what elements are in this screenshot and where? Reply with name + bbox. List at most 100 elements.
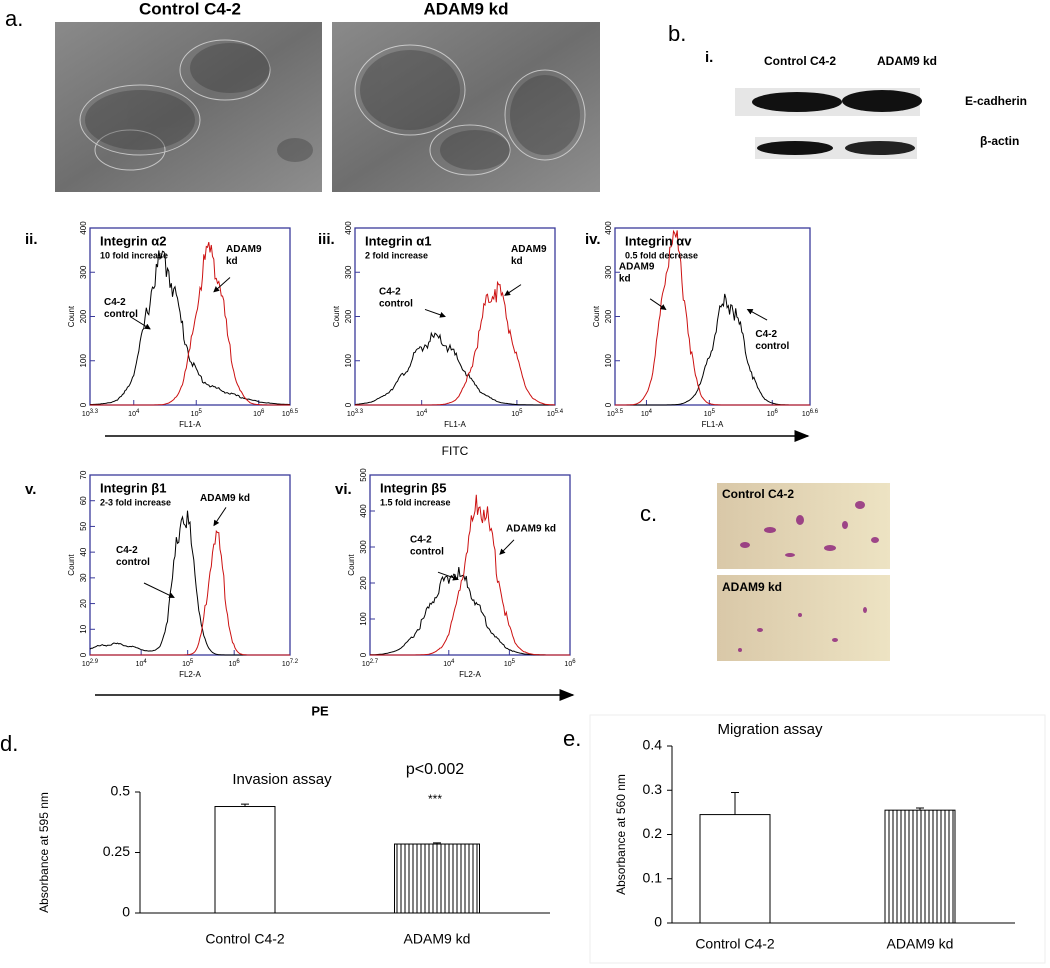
annotation: *** [428,792,442,806]
x-axis-label: FL2-A [459,670,481,679]
panel-label: b. [668,21,686,46]
y-tick-label: 100 [79,354,88,368]
plot-frame [89,474,291,656]
tick-base: 10 [136,661,144,668]
x-tick-label: 103.3 [347,409,364,418]
panel-label: vi. [335,481,352,498]
pointer-arrow [213,277,231,293]
curve-label: C4-2 [116,545,138,556]
micrograph [717,483,890,569]
cell-texture [79,39,586,176]
tick-base: 10 [82,411,90,418]
x-tick-label: 105 [182,659,194,668]
pointer-arrow [143,582,175,598]
x-tick-label: 105 [504,659,516,668]
image-title: Control C4-2 [722,487,794,501]
y-tick-label: 20 [79,599,88,608]
tick-exponent: 3.3 [90,409,99,415]
cell-clusters [85,43,580,170]
image-title: Control C4-2 [139,0,241,18]
tick-exponent: 6.5 [290,409,299,415]
x-axis-label: FL1-A [702,420,724,429]
curve-label: ADAM9 [619,262,655,273]
bar [214,806,276,914]
tick-base: 10 [443,661,451,668]
y-tick-label: 0 [654,914,662,930]
tick-base: 10 [564,661,572,668]
curve-label: ADAM9 [226,244,262,255]
pointer-arrow [504,284,522,296]
panel-subtitle: 10 fold increase [100,250,168,260]
bar [884,809,956,924]
panel-label: c. [640,501,657,526]
band-label: β-actin [980,134,1019,148]
pointer-arrow [424,308,446,318]
panel-label: ii. [25,231,38,248]
chart-title: Migration assay [717,721,823,738]
x-tick-label: 106.5 [282,409,299,418]
y-tick-label: 400 [79,221,88,235]
x-tick-label: 106 [253,409,265,418]
tick-exponent: 4 [649,409,653,415]
tick-base: 10 [802,411,810,418]
histogram-curve [90,241,290,406]
tick-exponent: 6 [236,659,240,665]
curve-label: C4-2 [410,534,432,545]
tick-base: 10 [82,661,90,668]
y-axis-label: Count [592,305,601,327]
tick-exponent: 6 [572,659,576,665]
pointer-arrow [746,308,768,321]
curve-label: ADAM9 kd [506,524,556,535]
curve-label: kd [619,274,631,285]
x-tick-label: 102.9 [82,659,99,668]
y-tick-label: 100 [359,612,368,626]
error-bar [731,791,739,815]
y-tick-label: 0 [79,402,88,407]
tick-base: 10 [504,661,512,668]
tick-exponent: 5 [190,659,194,665]
curve-label: kd [226,256,238,267]
panel-label: v. [25,481,36,498]
x-tick-label: 106 [229,659,241,668]
panel-label: d. [0,731,18,756]
image-title: ADAM9 kd [423,0,508,18]
panel-subtitle: 1.5 fold increase [380,497,451,507]
histogram-curve [370,494,570,656]
tick-exponent: 4 [424,409,428,415]
band [845,141,915,155]
pointer-arrow [499,539,515,555]
tick-base: 10 [641,411,649,418]
y-axis-label: Count [347,554,356,576]
x-tick-label: 103.3 [82,409,99,418]
panel-title: Integrin α1 [365,233,432,248]
arrow-label: PE [311,703,329,718]
panel-title: Integrin β1 [100,480,166,495]
curve-label: control [755,341,789,352]
tick-base: 10 [767,411,775,418]
band [757,141,833,155]
pointer-arrow [129,316,151,330]
x-tick-label: 106.6 [802,409,819,418]
y-tick-label: 10 [79,624,88,633]
x-tick-label: 104 [443,659,455,668]
x-tick-label: 102.7 [362,659,379,668]
x-tick-label: 104 [136,659,148,668]
y-tick-label: 400 [604,221,613,235]
tick-base: 10 [229,661,237,668]
y-tick-label: 500 [359,468,368,482]
curve-label: control [116,557,150,568]
y-axis-label: Count [67,554,76,576]
x-tick-label: Control C4-2 [695,936,775,952]
x-tick-label: ADAM9 kd [887,936,954,952]
tick-exponent: 6.6 [810,409,819,415]
tick-exponent: 5 [519,409,523,415]
arrow-label: FITC [442,444,469,458]
pointer-arrow [437,571,459,581]
x-tick-label: 106 [564,659,576,668]
tick-exponent: 4 [451,659,455,665]
y-axis-label: Absorbance at 560 nm [614,774,628,895]
micrograph [55,22,322,192]
tick-base: 10 [282,411,290,418]
